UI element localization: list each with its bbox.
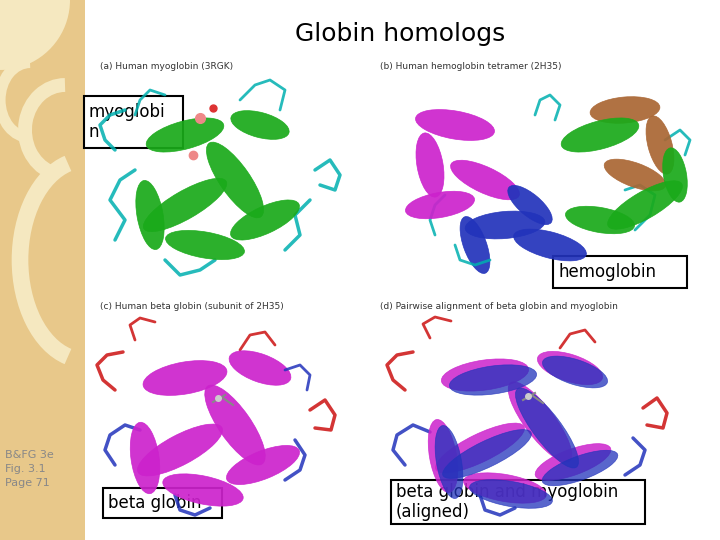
Ellipse shape bbox=[464, 473, 546, 503]
Text: (d) Pairwise alignment of beta globin and myoglobin: (d) Pairwise alignment of beta globin an… bbox=[380, 302, 618, 311]
Wedge shape bbox=[0, 0, 70, 70]
Ellipse shape bbox=[405, 191, 474, 219]
Ellipse shape bbox=[535, 444, 611, 481]
FancyBboxPatch shape bbox=[103, 488, 222, 518]
Ellipse shape bbox=[166, 231, 245, 260]
Text: myoglobi
n: myoglobi n bbox=[89, 103, 166, 141]
Ellipse shape bbox=[435, 426, 463, 498]
Ellipse shape bbox=[516, 388, 579, 468]
Ellipse shape bbox=[561, 118, 639, 152]
Ellipse shape bbox=[207, 142, 264, 218]
Ellipse shape bbox=[146, 118, 224, 152]
Ellipse shape bbox=[136, 180, 164, 249]
Text: (b) Human hemoglobin tetramer (2H35): (b) Human hemoglobin tetramer (2H35) bbox=[380, 62, 562, 71]
FancyBboxPatch shape bbox=[85, 0, 720, 540]
Ellipse shape bbox=[542, 356, 608, 388]
Text: Globin homologs: Globin homologs bbox=[295, 22, 505, 46]
Ellipse shape bbox=[465, 211, 545, 239]
Ellipse shape bbox=[590, 97, 660, 123]
Text: hemoglobin: hemoglobin bbox=[558, 263, 656, 281]
Text: (c) Human beta globin (subunit of 2H35): (c) Human beta globin (subunit of 2H35) bbox=[100, 302, 284, 311]
Ellipse shape bbox=[143, 178, 227, 232]
Ellipse shape bbox=[451, 160, 519, 200]
Ellipse shape bbox=[227, 446, 300, 484]
Text: beta globin and myoglobin
(aligned): beta globin and myoglobin (aligned) bbox=[396, 483, 618, 522]
Ellipse shape bbox=[662, 148, 688, 202]
Ellipse shape bbox=[428, 420, 458, 492]
Ellipse shape bbox=[163, 474, 243, 506]
Ellipse shape bbox=[604, 159, 666, 191]
FancyBboxPatch shape bbox=[84, 96, 183, 148]
Ellipse shape bbox=[513, 229, 586, 261]
Ellipse shape bbox=[130, 422, 160, 494]
Ellipse shape bbox=[416, 133, 444, 197]
Text: (a) Human myoglobin (3RGK): (a) Human myoglobin (3RGK) bbox=[100, 62, 233, 71]
Text: B&FG 3e
Fig. 3.1
Page 71: B&FG 3e Fig. 3.1 Page 71 bbox=[5, 450, 54, 488]
Ellipse shape bbox=[436, 423, 524, 473]
Ellipse shape bbox=[231, 111, 289, 139]
Ellipse shape bbox=[230, 200, 300, 240]
Ellipse shape bbox=[469, 480, 552, 508]
Text: beta globin: beta globin bbox=[108, 494, 202, 512]
FancyBboxPatch shape bbox=[553, 256, 687, 288]
Ellipse shape bbox=[646, 116, 674, 174]
Ellipse shape bbox=[449, 365, 536, 395]
Ellipse shape bbox=[460, 217, 490, 273]
Ellipse shape bbox=[608, 181, 683, 230]
FancyBboxPatch shape bbox=[391, 480, 645, 524]
FancyBboxPatch shape bbox=[0, 0, 85, 540]
Ellipse shape bbox=[508, 185, 552, 225]
Ellipse shape bbox=[415, 110, 495, 140]
Ellipse shape bbox=[441, 359, 528, 391]
Ellipse shape bbox=[565, 206, 634, 234]
Ellipse shape bbox=[542, 450, 618, 485]
Ellipse shape bbox=[204, 385, 265, 465]
Ellipse shape bbox=[138, 424, 222, 476]
Ellipse shape bbox=[143, 361, 227, 395]
Ellipse shape bbox=[229, 351, 291, 385]
Ellipse shape bbox=[537, 352, 603, 384]
Ellipse shape bbox=[443, 429, 531, 478]
Ellipse shape bbox=[508, 382, 572, 462]
